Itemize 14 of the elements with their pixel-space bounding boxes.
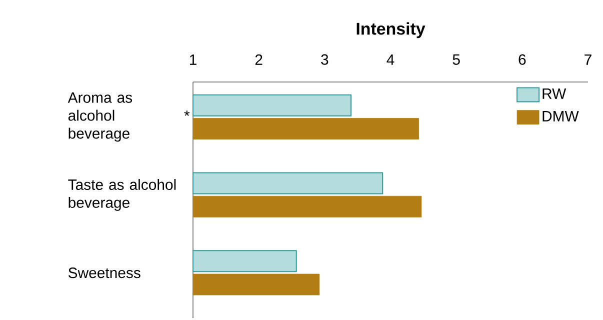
x-tick-label: 6 [518, 54, 526, 65]
legend-label: DMW [542, 111, 579, 122]
y-tick-label: Aroma as alcohol beverage [68, 92, 132, 142]
text: * [184, 110, 190, 116]
x-tick-label: 1 [190, 54, 196, 65]
y-tick-label: Taste as alcohol beverage [68, 179, 176, 211]
y-tick-label: Sweetness [68, 268, 140, 278]
x-tick-label: 2 [255, 54, 262, 65]
x-axis-title: Intensity [356, 22, 426, 38]
x-tick-label: 3 [321, 54, 328, 65]
x-tick-label: 7 [584, 54, 592, 65]
x-tick-label: 4 [386, 54, 394, 65]
legend-label: RW [542, 88, 566, 99]
x-tick-label: 5 [452, 54, 460, 65]
